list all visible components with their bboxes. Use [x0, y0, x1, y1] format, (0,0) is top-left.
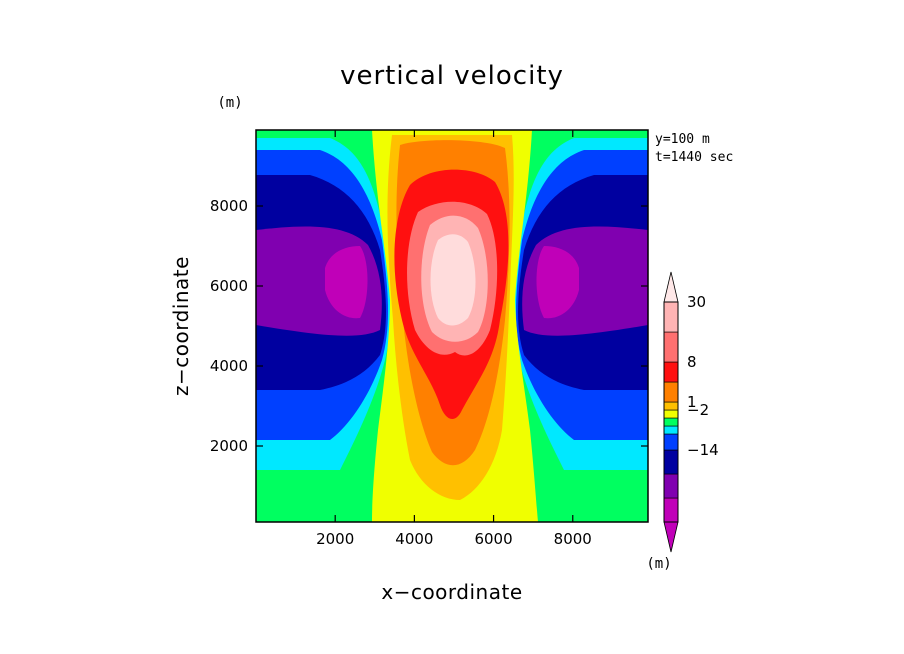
colorbar-level [663, 473, 679, 499]
colorbar-label: 8 [687, 353, 697, 371]
y-axis-ticks: 2000 4000 6000 8000 [210, 197, 648, 455]
x-axis-ticks: 2000 4000 6000 8000 [316, 130, 592, 548]
y-tick-label: 6000 [210, 277, 248, 295]
colorbar-unit: (m) [646, 556, 671, 572]
y-tick-label: 8000 [210, 197, 248, 215]
y-axis-label: z−coordinate [169, 256, 193, 396]
colorbar-level [663, 433, 679, 451]
plot-frame [255, 129, 649, 523]
colorbar-label: −2 [687, 401, 709, 419]
x-tick-label: 8000 [554, 530, 592, 548]
colorbar-level [663, 361, 679, 383]
contour-field [256, 130, 648, 522]
colorbar-min-triangle [663, 521, 679, 553]
colorbar-max-triangle [663, 271, 679, 303]
colorbar-level [663, 381, 679, 403]
colorbar-level [663, 409, 679, 419]
updraft-core [430, 234, 476, 326]
x-tick-label: 2000 [316, 530, 354, 548]
colorbar-label: 30 [687, 293, 706, 311]
colorbar-level [663, 401, 679, 411]
colorbar-level [663, 497, 679, 523]
y-tick-label: 2000 [210, 437, 248, 455]
chart-title: vertical velocity [340, 61, 564, 91]
colorbar: 30 8 1−2 −14 [663, 271, 719, 553]
y-tick-label: 4000 [210, 357, 248, 375]
colorbar-level [663, 331, 679, 363]
colorbar-level [663, 417, 679, 427]
x-axis-label: x−coordinate [381, 580, 522, 604]
annotation-y: y=100 m [655, 132, 710, 147]
x-tick-label: 4000 [395, 530, 433, 548]
colorbar-level [663, 301, 679, 333]
colorbar-label: 1 [687, 393, 697, 411]
colorbar-label: −14 [687, 441, 719, 459]
colorbar-level [663, 449, 679, 475]
annotation-t: t=1440 sec [655, 150, 733, 165]
colorbar-frame [663, 301, 679, 523]
left-magenta-core [325, 246, 368, 319]
colorbar-level [663, 425, 679, 435]
x-tick-label: 6000 [474, 530, 512, 548]
y-axis-unit: (m) [217, 95, 242, 111]
right-magenta-core [536, 246, 579, 319]
